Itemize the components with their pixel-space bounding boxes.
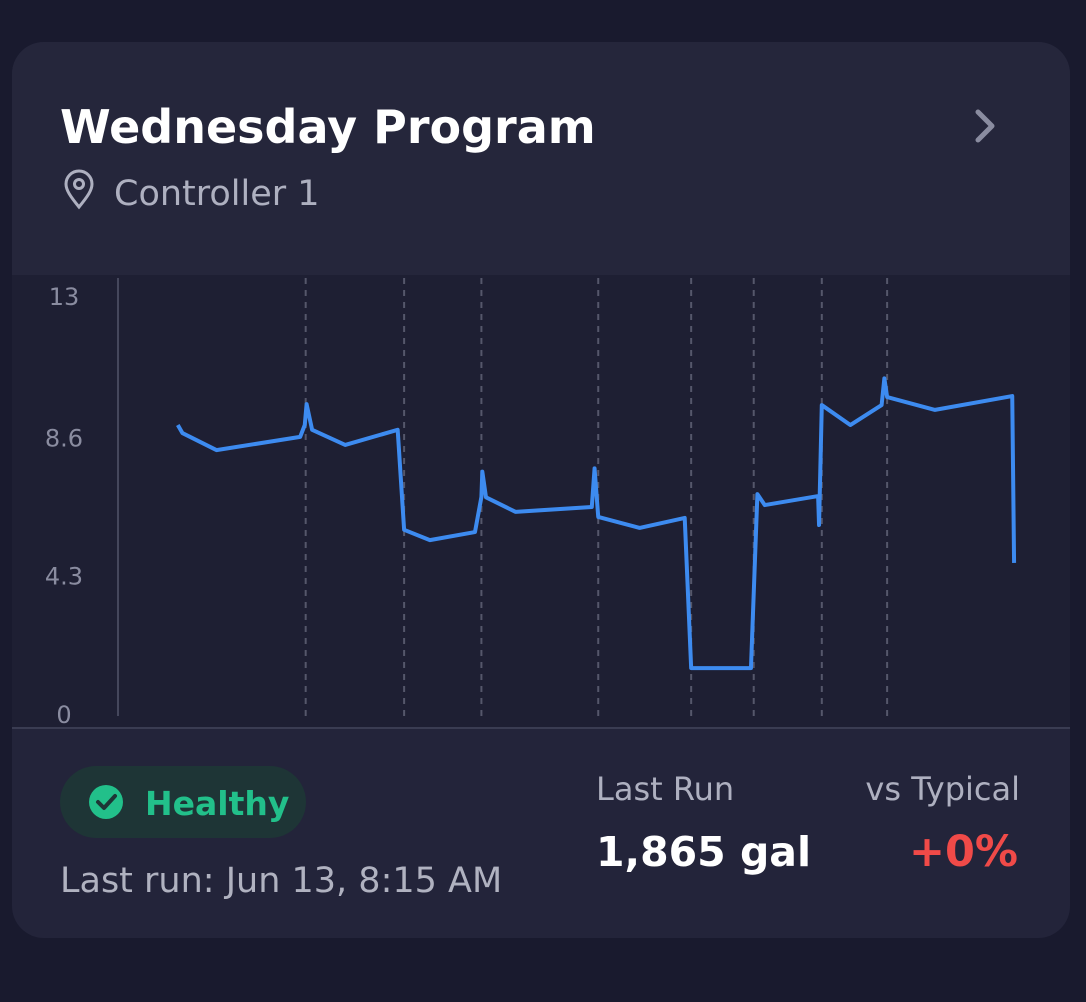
title: Wednesday Program	[60, 100, 596, 154]
check-icon	[89, 785, 123, 819]
subtitle: Controller 1	[114, 174, 320, 214]
pin-icon	[64, 169, 94, 210]
y-tick-label: 4.3	[45, 563, 83, 591]
plot: 0 4.3 8.6 13	[45, 278, 1017, 729]
y-tick-label: 0	[56, 701, 71, 729]
series-line	[176, 376, 1017, 671]
last-run-text: Last run: Jun 13, 8:15 AM	[60, 861, 502, 901]
y-tick-label: 13	[49, 283, 80, 311]
check-mark	[96, 794, 117, 810]
stat-label: vs Typical	[865, 770, 1020, 808]
stat-label: Last Run	[596, 770, 734, 808]
y-tick-label: 8.6	[45, 424, 83, 452]
status-text: Healthy	[145, 784, 289, 823]
chevron[interactable]	[975, 109, 995, 143]
stat-value: 1,865 gal	[596, 828, 811, 876]
stat-value: +0%	[909, 827, 1018, 877]
status-pill	[60, 766, 306, 838]
header-bg	[12, 42, 1070, 275]
chart-bg	[12, 275, 1070, 728]
